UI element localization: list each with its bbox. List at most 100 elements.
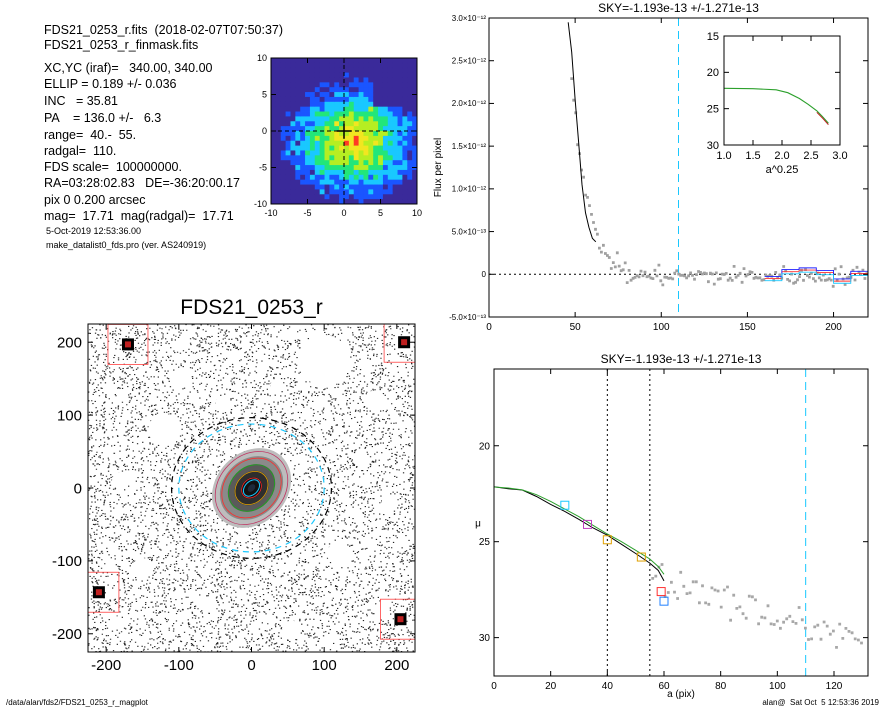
- heatmap-cell: [305, 184, 311, 190]
- heatmap-cell: [407, 135, 413, 142]
- heatmap-cell: [300, 58, 306, 64]
- heatmap-cell: [402, 58, 408, 64]
- heatmap-cell: [314, 160, 321, 166]
- fit-contour: [228, 464, 275, 512]
- heatmap-cell: [382, 58, 389, 64]
- heatmap-cell: [344, 58, 350, 64]
- heatmap-cell: [402, 77, 408, 83]
- heatmap-cell: [329, 126, 335, 132]
- heatmap-cell: [353, 165, 359, 171]
- heatmap-cell: [363, 140, 369, 146]
- heatmap-cell: [329, 184, 335, 190]
- heatmap-cell: [290, 135, 296, 142]
- heatmap-cell: [271, 160, 277, 166]
- sb-marker: [659, 596, 669, 606]
- heatmap-cell: [412, 116, 418, 122]
- heatmap-cell: [397, 150, 403, 156]
- heatmap-cell: [319, 145, 325, 151]
- heatmap-cell: [295, 96, 301, 103]
- heatmap-cell: [285, 62, 291, 69]
- heatmap-cell: [334, 199, 340, 205]
- heatmap-cell: [329, 116, 335, 122]
- heatmap-cell: [300, 135, 306, 142]
- heatmap-cell: [402, 140, 408, 146]
- heatmap-cell: [271, 184, 277, 190]
- header-line: range= 40.- 55.: [44, 128, 137, 142]
- heatmap-cell: [290, 72, 296, 78]
- heatmap-cell: [329, 77, 335, 83]
- heatmap-cell: [397, 126, 403, 132]
- heatmap-cell: [358, 150, 364, 156]
- heatmap-cell: [271, 67, 277, 73]
- heatmap-cell: [353, 72, 359, 78]
- heatmap-cell: [275, 121, 282, 127]
- heatmap-cell: [295, 116, 301, 122]
- heatmap-cell: [407, 140, 413, 146]
- heatmap-cell: [344, 121, 350, 127]
- heatmap-cell: [392, 72, 398, 78]
- sky-annulus: [178, 423, 325, 553]
- heatmap-cell: [319, 106, 325, 112]
- heatmap-cell: [402, 111, 408, 117]
- heatmap-cell: [300, 131, 306, 137]
- heatmap-cell: [407, 174, 413, 181]
- heatmap-cell: [329, 194, 335, 200]
- heatmap-cell: [397, 155, 403, 161]
- galaxy-y-tick-label: -100: [52, 553, 82, 570]
- heatmap-cell: [373, 72, 379, 78]
- heatmap-cell: [348, 160, 355, 166]
- header-info: FDS21_0253_r.fits (2018-02-07T07:50:37) F…: [0, 0, 440, 260]
- heatmap-cell: [368, 165, 374, 171]
- heatmap-cell: [402, 67, 408, 73]
- heatmap-cell: [271, 194, 277, 200]
- heatmap-cell: [275, 179, 282, 185]
- heatmap-cell: [324, 169, 330, 176]
- thumbnail-y-tick-label: 5: [262, 90, 267, 100]
- header-line: FDS scale= 100000000.: [44, 160, 182, 174]
- heatmap-cell: [329, 174, 335, 181]
- heatmap-cell: [412, 77, 418, 83]
- heatmap-cell: [295, 174, 301, 181]
- heatmap-cell: [275, 58, 282, 64]
- heatmap-cell: [319, 77, 325, 83]
- heatmap-cell: [314, 189, 321, 195]
- heatmap-cell: [368, 150, 374, 156]
- sky-flux-y-tick-label: 1.5×10⁻¹²: [452, 142, 487, 151]
- heatmap-cell: [363, 126, 369, 132]
- heatmap-cell: [290, 126, 296, 132]
- heatmap-cell: [295, 87, 301, 93]
- heatmap-cell: [324, 150, 330, 156]
- heatmap-cell: [295, 179, 301, 185]
- heatmap-cell: [382, 116, 389, 122]
- heatmap-cell: [358, 131, 364, 137]
- thumbnail-x-tick-label: 5: [378, 208, 383, 218]
- heatmap-cell: [285, 135, 291, 142]
- heatmap-cell: [271, 150, 277, 156]
- heatmap-cell: [412, 126, 418, 132]
- heatmap-cell: [324, 155, 330, 161]
- heatmap-cell: [309, 145, 316, 151]
- heatmap-cell: [382, 174, 389, 181]
- heatmap-cell: [353, 135, 359, 142]
- inset-y-tick-label: 15: [707, 31, 719, 43]
- inset-y-tick-label: 30: [707, 140, 719, 152]
- heatmap-cell: [387, 160, 394, 166]
- heatmap-cell: [339, 140, 345, 146]
- heatmap-cell: [348, 165, 355, 171]
- heatmap-cell: [412, 72, 418, 78]
- heatmap-cell: [358, 199, 364, 205]
- heatmap-cell: [285, 106, 291, 112]
- heatmap-cell: [412, 58, 418, 64]
- heatmap-cell: [382, 111, 389, 117]
- heatmap-cell: [271, 82, 277, 88]
- heatmap-cell: [412, 111, 418, 117]
- heatmap-cell: [368, 174, 374, 181]
- heatmap-cell: [348, 116, 355, 122]
- heatmap-cell: [295, 92, 301, 98]
- heatmap-cell: [378, 121, 384, 127]
- heatmap-cell: [378, 165, 384, 171]
- heatmap-cell: [387, 96, 394, 103]
- heatmap-cell: [295, 67, 301, 73]
- heatmap-cell: [280, 96, 286, 103]
